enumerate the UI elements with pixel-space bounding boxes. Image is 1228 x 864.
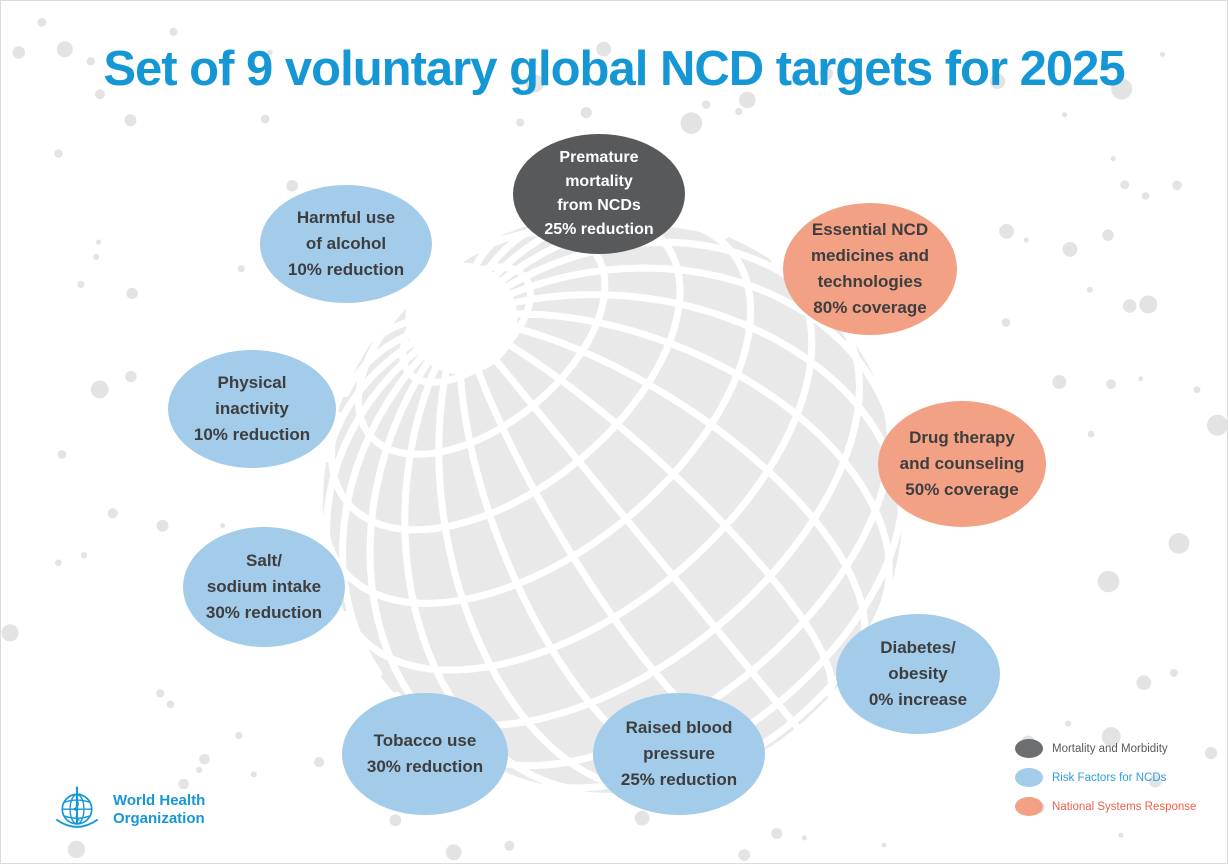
legend-swatch-risk bbox=[1015, 768, 1043, 787]
bubble-label: Diabetes/ obesity 0% increase bbox=[868, 638, 968, 709]
bubble-drug-therapy-and-counseling: Drug therapy and counseling 50% coverage bbox=[878, 401, 1046, 527]
bubble-label: Essential NCD medicines and technologies… bbox=[810, 220, 930, 317]
org-name: World Health Organization bbox=[113, 792, 206, 827]
who-emblem-icon bbox=[55, 786, 99, 828]
bubble-label: Harmful use of alcohol 10% reduction bbox=[287, 208, 405, 279]
bubble-salt-sodium-intake: Salt/ sodium intake 30% reduction bbox=[183, 527, 345, 647]
bubble-label: Physical inactivity 10% reduction bbox=[193, 373, 311, 444]
bubble-label: Drug therapy and counseling 50% coverage bbox=[899, 428, 1025, 499]
bubble-label: Tobacco use 30% reduction bbox=[366, 731, 484, 776]
legend-row-risk: Risk Factors for NCDs bbox=[1015, 768, 1196, 787]
bubble-label: Premature mortality from NCDs 25% reduct… bbox=[544, 149, 654, 238]
legend-swatch-mortality bbox=[1015, 739, 1043, 758]
legend-row-national: National Systems Response bbox=[1015, 797, 1196, 816]
bubble-essential-ncd-medicines: Essential NCD medicines and technologies… bbox=[783, 203, 957, 335]
bubble-tobacco-use: Tobacco use 30% reduction bbox=[342, 693, 508, 815]
bubble-harmful-use-of-alcohol: Harmful use of alcohol 10% reduction bbox=[260, 185, 432, 303]
bubble-premature-mortality-from-ncds: Premature mortality from NCDs 25% reduct… bbox=[513, 134, 685, 254]
legend: Mortality and Morbidity Risk Factors for… bbox=[1015, 739, 1196, 816]
bubble-label: Raised blood pressure 25% reduction bbox=[620, 718, 738, 789]
bubble-diabetes-obesity: Diabetes/ obesity 0% increase bbox=[836, 614, 1000, 734]
bubble-raised-blood-pressure: Raised blood pressure 25% reduction bbox=[593, 693, 765, 815]
page-title: Set of 9 voluntary global NCD targets fo… bbox=[103, 42, 1125, 96]
legend-row-mortality: Mortality and Morbidity bbox=[1015, 739, 1196, 758]
legend-label: Risk Factors for NCDs bbox=[1052, 771, 1167, 784]
bubble-physical-inactivity: Physical inactivity 10% reduction bbox=[168, 350, 336, 468]
legend-swatch-national bbox=[1015, 797, 1043, 816]
who-logo: World Health Organization bbox=[51, 781, 205, 839]
bubble-label: Salt/ sodium intake 30% reduction bbox=[205, 551, 323, 622]
legend-label: National Systems Response bbox=[1052, 800, 1197, 813]
legend-label: Mortality and Morbidity bbox=[1052, 742, 1168, 755]
